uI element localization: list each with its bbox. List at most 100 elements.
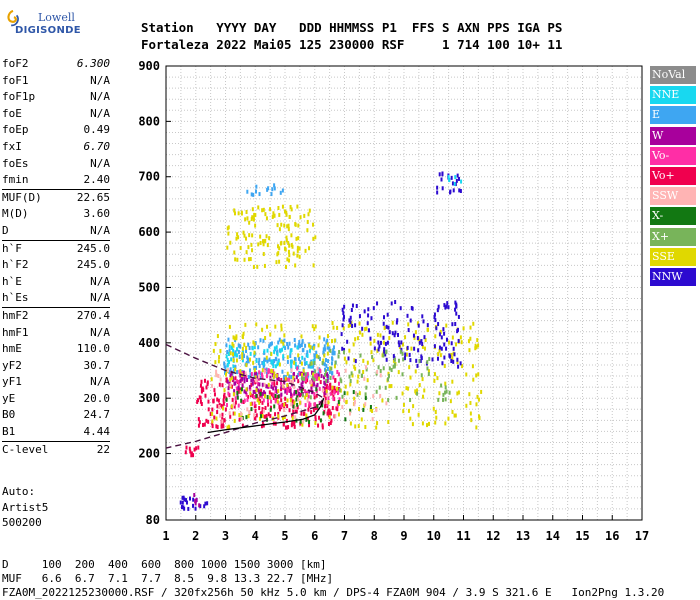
echo-point-sse (409, 416, 412, 421)
echo-point-nne (290, 359, 293, 364)
echo-point-sse (407, 386, 410, 391)
echo-point-e (322, 347, 325, 352)
echo-point-e (255, 189, 257, 194)
echo-point-sse (222, 406, 225, 411)
echo-point-sse (284, 247, 287, 252)
echo-point-nnw (415, 358, 418, 363)
echo-point-sse (376, 348, 379, 353)
echo-point-vo (327, 421, 330, 426)
echo-point-vo (308, 401, 311, 406)
echo-point-vo (285, 390, 288, 395)
echo-point-nnw (431, 357, 434, 362)
echo-point-x (319, 418, 322, 423)
echo-point-vo (193, 447, 196, 452)
echo-point-sse (301, 422, 304, 427)
echo-point-sse (252, 360, 255, 365)
echo-point-e (324, 347, 327, 352)
echo-point-sse (280, 222, 283, 227)
echo-point-nnw (433, 315, 436, 320)
echo-point-sse (369, 341, 372, 346)
echo-point-vo (329, 411, 332, 416)
param-name: hmF2 (2, 308, 29, 322)
echo-point-w (194, 501, 197, 506)
echo-point-sse (269, 207, 272, 212)
echo-point-sse (256, 264, 259, 269)
echo-point-sse (468, 348, 471, 353)
echo-point-e (297, 372, 300, 377)
echo-point-sse (326, 334, 329, 339)
echo-point-ssw (240, 416, 243, 421)
echo-point-sse (390, 384, 393, 389)
echo-point-x (321, 403, 324, 408)
echo-point-nnw (455, 302, 458, 307)
echo-point-nnw (185, 498, 188, 503)
echo-point-sse (297, 353, 300, 358)
echo-point-sse (262, 252, 265, 257)
echo-point-e (290, 365, 293, 370)
echo-point-vo (252, 395, 255, 400)
echo-point-nne (253, 345, 256, 350)
echo-point-e (278, 337, 281, 342)
echo-point-nnw (355, 304, 358, 309)
echo-point-x (309, 395, 312, 400)
echo-point-x (315, 387, 318, 392)
echo-point-x (337, 400, 340, 405)
echo-point-vo (287, 388, 290, 393)
echo-point-x (317, 355, 320, 360)
param-row: D N/A (2, 223, 110, 240)
echo-point-e (306, 350, 309, 355)
echo-point-x (377, 365, 380, 370)
echo-point-sse (331, 321, 334, 326)
param-value: 270.4 (76, 308, 110, 322)
echo-point-sse (356, 336, 359, 341)
echo-point-sse (346, 391, 349, 396)
echo-point-vo (292, 399, 295, 404)
echo-point-sse (253, 368, 256, 373)
echo-point-sse (353, 396, 356, 401)
echo-point-e (259, 338, 262, 343)
echo-point-x (295, 397, 298, 402)
param-name: fxI (2, 139, 22, 153)
echo-point-vo (291, 420, 294, 425)
echo-point-x (358, 369, 361, 374)
echo-point-nnw (384, 341, 387, 346)
echo-point-nnw (416, 363, 419, 368)
echo-point-sse (412, 404, 415, 409)
echo-point-e (328, 369, 331, 374)
echo-point-vo (189, 449, 192, 454)
echo-point-sse (475, 425, 478, 430)
echo-point-vo (231, 397, 234, 402)
echo-point-sse (242, 331, 245, 336)
echo-point-sse (469, 336, 472, 341)
echo-point-vo (196, 399, 199, 404)
echo-point-nnw (454, 307, 457, 312)
echo-point-e (255, 365, 258, 370)
echo-point-nnw (441, 186, 444, 191)
echo-point-sse (469, 400, 472, 405)
echo-point-vo (331, 388, 334, 393)
echo-point-sse (247, 257, 250, 262)
echo-point-vo (309, 402, 312, 407)
echo-point-w (275, 389, 278, 394)
echo-point-e (268, 357, 271, 362)
echo-point-vo (270, 399, 273, 404)
echo-point-nne (281, 347, 284, 352)
echo-point-nnw (367, 328, 370, 333)
echo-point-nnw (390, 301, 393, 306)
echo-point-nnw (358, 314, 361, 319)
echo-point-vo (307, 394, 310, 399)
echo-point-x (301, 393, 304, 398)
param-row: yF2 30.7 (2, 358, 110, 375)
plot-frame (165, 65, 643, 521)
echo-point-vo (261, 407, 264, 412)
echo-point-e (247, 375, 250, 380)
echo-point-sse (307, 212, 310, 217)
echo-point-ssw (322, 388, 325, 393)
echo-point-sse (268, 236, 271, 241)
echo-point-vo (332, 394, 335, 399)
echo-point-vo (243, 398, 246, 403)
echo-point-w (300, 391, 303, 396)
x-tick-label: 6 (311, 529, 318, 543)
echo-point-ssw (364, 402, 367, 407)
echo-point-vo (319, 380, 322, 385)
